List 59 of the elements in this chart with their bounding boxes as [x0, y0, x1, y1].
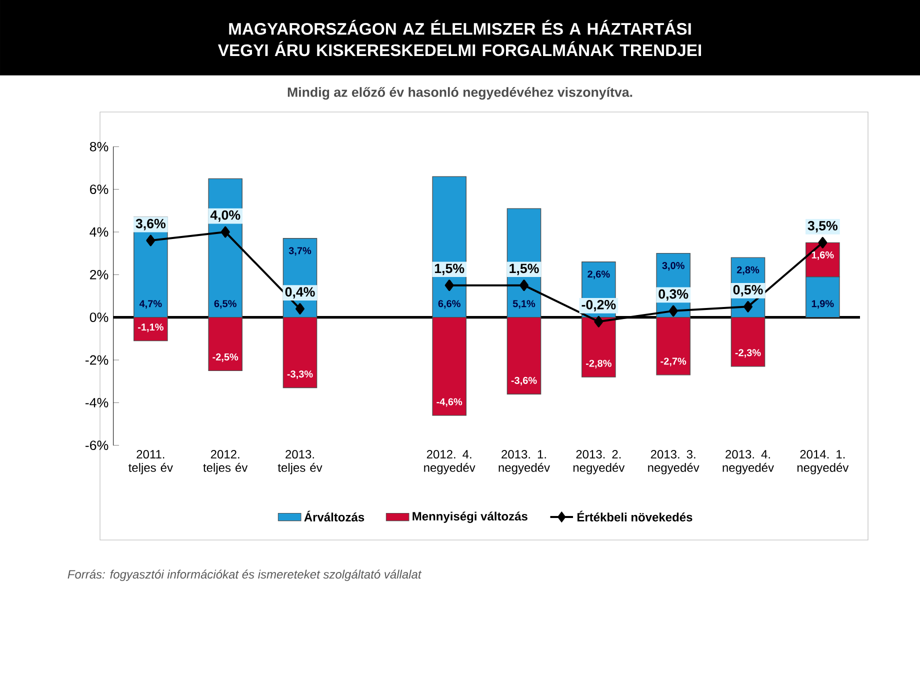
- y-tick-label: -2%: [86, 355, 108, 365]
- data-label: 2,6%: [588, 270, 610, 280]
- data-label: -3,3%: [287, 370, 313, 380]
- x-tick-label: 2013. 4. negyedév: [722, 450, 774, 474]
- data-label: -2,7%: [660, 358, 686, 366]
- data-label: 6,6%: [438, 300, 460, 309]
- data-label: -1,1%: [138, 324, 164, 332]
- legend-label: Mennyiségi változás: [412, 512, 528, 523]
- data-label: 4,7%: [139, 300, 162, 309]
- x-tick-label: 2012. teljes év: [203, 450, 248, 474]
- point: [520, 280, 529, 291]
- data-label: 4,0%: [210, 210, 240, 222]
- x-tick-label: 2011. teljes év: [128, 450, 173, 474]
- chart-subtitle: Mindig az előző év hasonló negyedévéhez viszonyítva.: [288, 87, 632, 100]
- data-label: 3,0%: [662, 262, 684, 271]
- data-label: 1,5%: [434, 264, 464, 276]
- data-label: 3,7%: [288, 247, 312, 256]
- data-label: 1,5%: [510, 264, 539, 276]
- y-tick-label: 4%: [90, 227, 108, 237]
- y-tick-label: 8%: [90, 142, 108, 152]
- data-label: 3,5%: [808, 221, 838, 232]
- data-label: 1,6%: [812, 251, 834, 260]
- text: Forrás: fogyasztói információkat és ismereteket szolgáltató vállalat: [68, 570, 422, 581]
- point: [818, 236, 828, 248]
- data-label: 3,6%: [136, 218, 166, 230]
- point: [594, 316, 604, 328]
- data-label: -2,5%: [212, 353, 238, 362]
- y-tick-label: -6%: [86, 440, 108, 450]
- x-tick-label: 2014. 1. negyedév: [797, 450, 849, 474]
- x-tick-label: 2013. 2. negyedév: [573, 450, 625, 474]
- data-label: -0,2%: [582, 300, 616, 312]
- y-tick-label: 2%: [90, 270, 108, 280]
- point: [146, 234, 156, 246]
- point: [296, 303, 305, 314]
- data-label: 6,5%: [214, 300, 236, 309]
- chart-title: MAGYARORSZÁGON AZ ÉLELMISZER ÉS A HÁZTARTÁSI VEGYI ÁRU KISKERESKEDELMI FORGALMÁNAK TRENDJEI: [218, 20, 702, 56]
- y-tick-label: 0%: [90, 312, 108, 322]
- y-tick-label: 6%: [90, 184, 108, 194]
- data-label: 0,5%: [733, 285, 763, 296]
- point: [744, 300, 753, 312]
- point: [668, 305, 678, 317]
- point: [444, 280, 454, 291]
- data-label: 2,8%: [736, 266, 760, 275]
- data-label: -3,6%: [511, 376, 537, 386]
- x-tick-label: 2013. 1. negyedév: [498, 450, 550, 474]
- legend-label: Értékbeli növekedés: [577, 510, 692, 522]
- data-label: 1,9%: [812, 300, 834, 309]
- legend-label: Árváltozás: [304, 510, 364, 522]
- data-label: -2,8%: [586, 360, 612, 368]
- y-tick-label: -4%: [86, 398, 108, 408]
- data-label: -2,3%: [735, 349, 761, 358]
- point: [220, 226, 230, 238]
- x-tick-label: 2013. 3. negyedév: [648, 450, 700, 474]
- data-label: 0,3%: [658, 289, 688, 301]
- data-label: 5,1%: [512, 300, 536, 309]
- x-tick-label: 2012. 4. negyedév: [424, 450, 476, 474]
- data-label: 0,4%: [285, 287, 315, 299]
- x-tick-label: 2013. teljes év: [278, 450, 322, 474]
- data-label: -4,6%: [436, 398, 462, 407]
